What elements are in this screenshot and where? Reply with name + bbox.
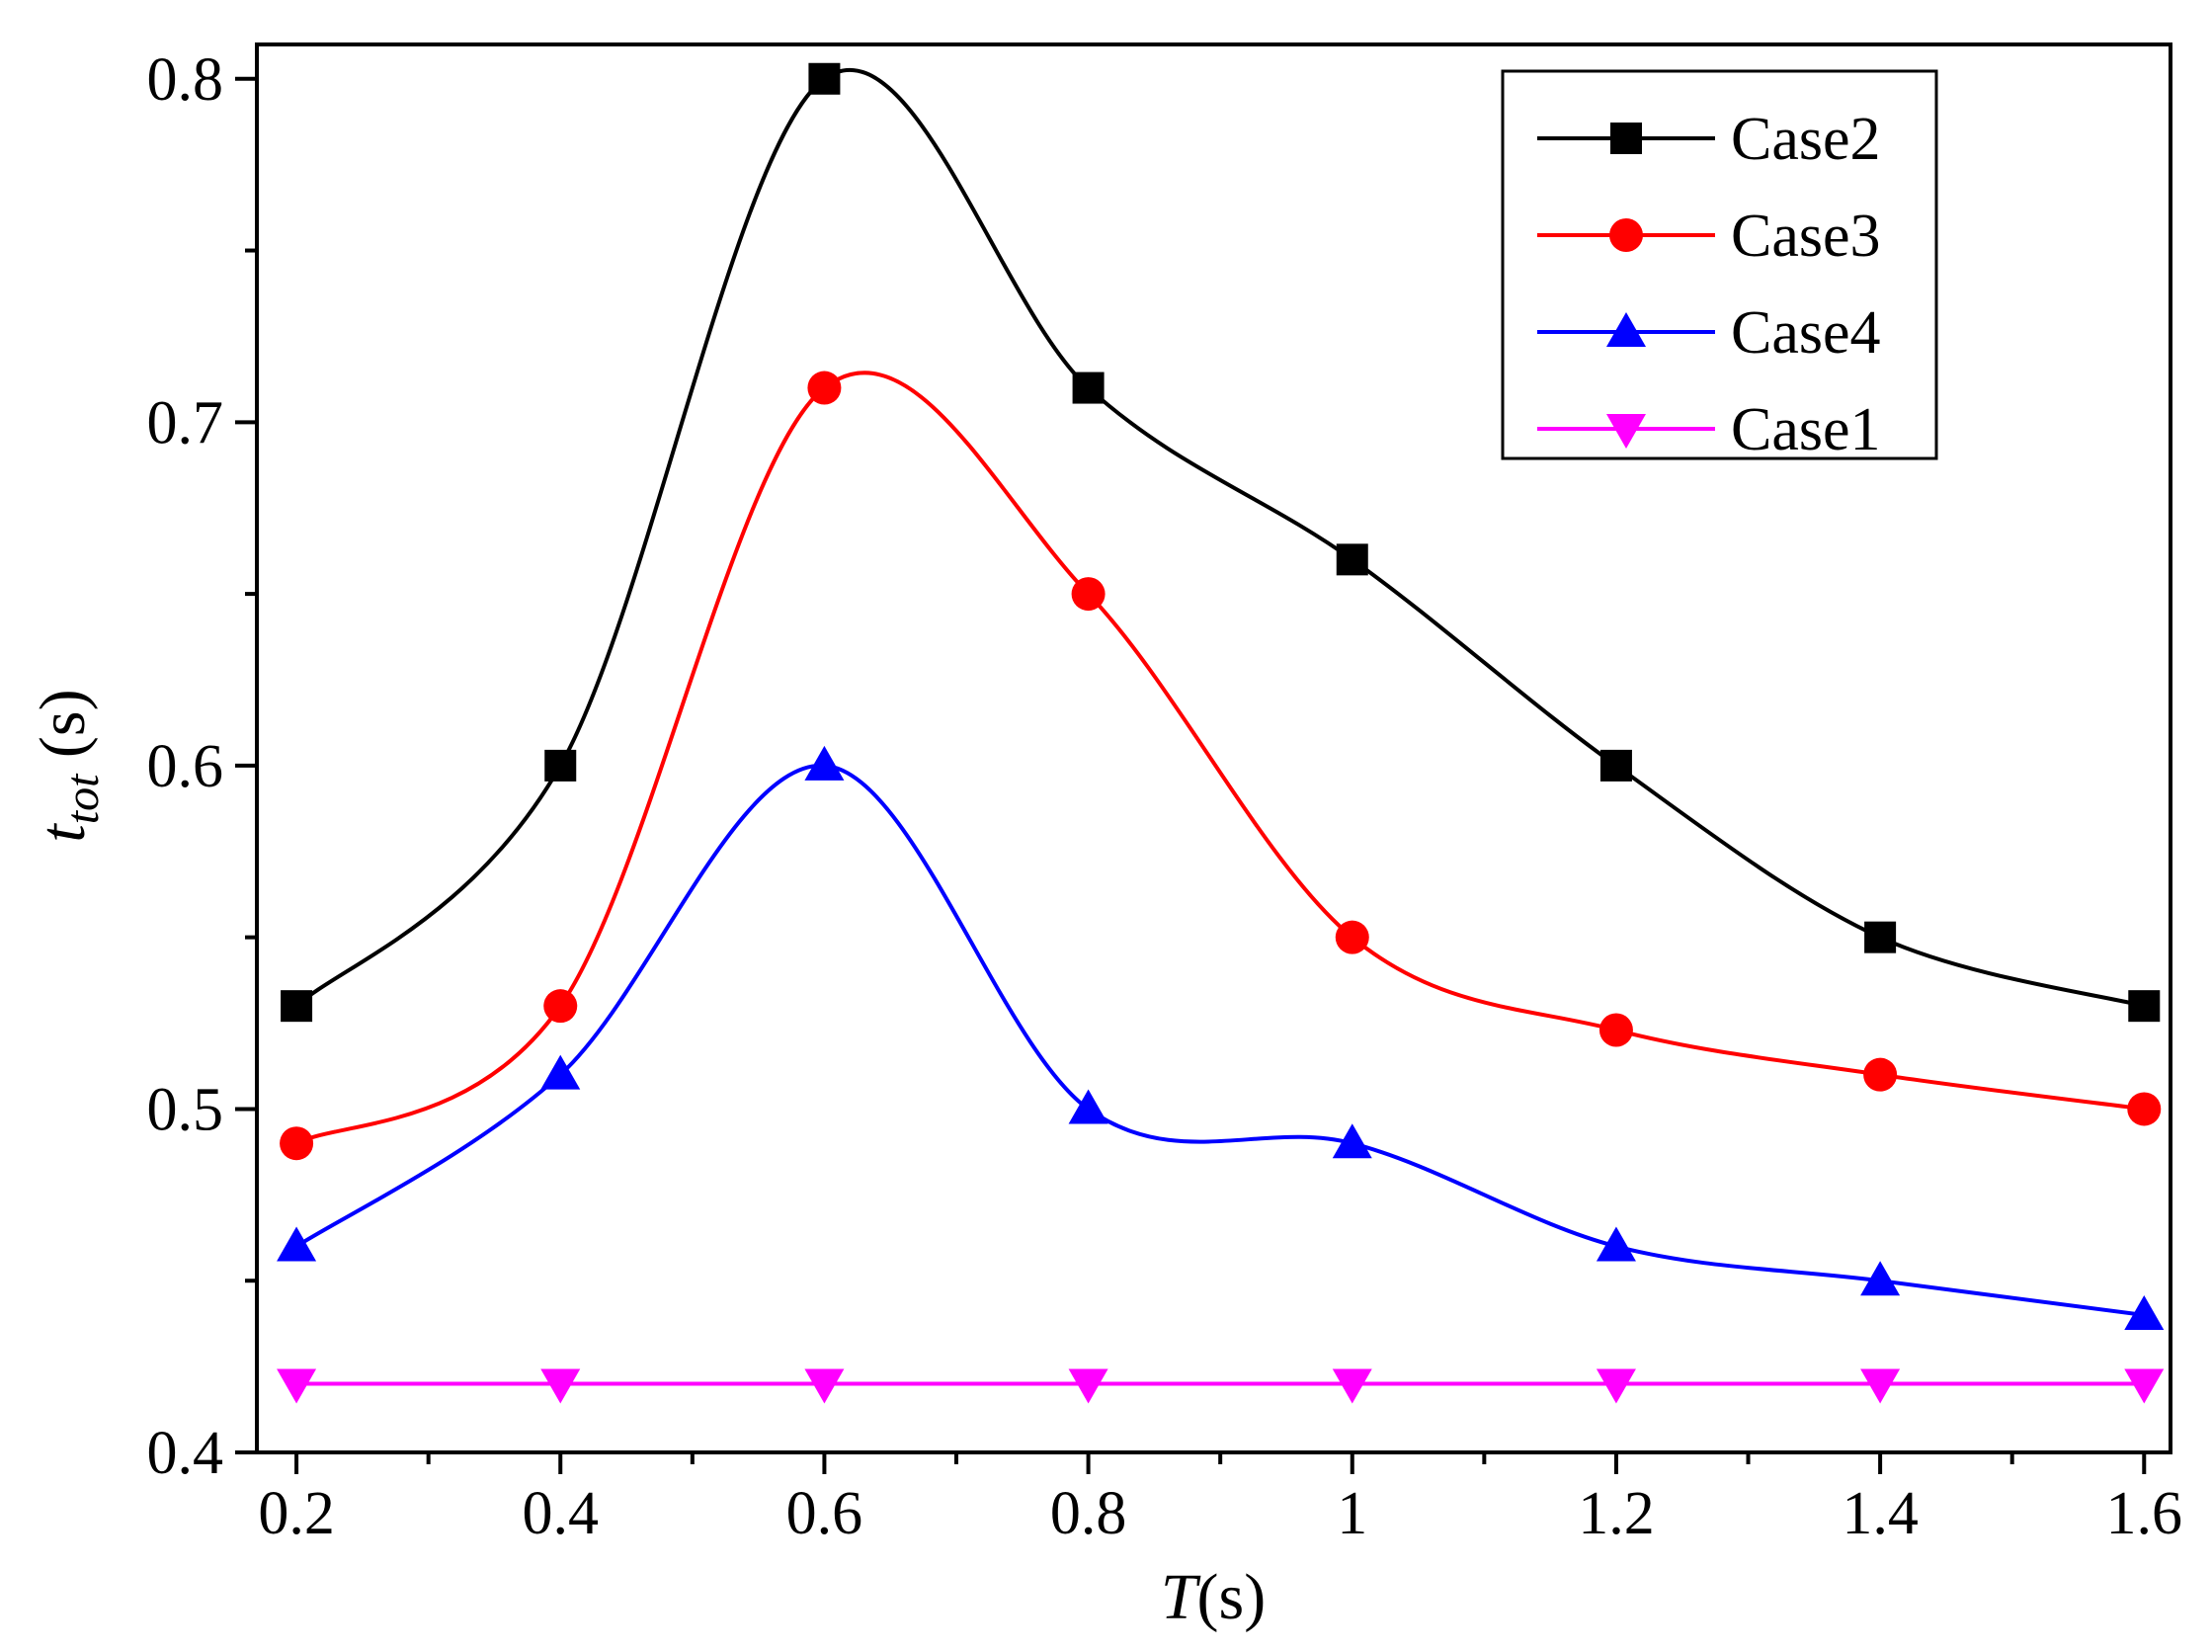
series-case3	[280, 371, 2162, 1161]
data-point-case4	[1860, 1261, 1901, 1296]
y-tick-label: 0.4	[147, 1420, 224, 1487]
data-point-case2	[281, 990, 313, 1023]
legend-label-case4: Case4	[1731, 299, 1881, 367]
legend-item-case1: Case1	[1537, 396, 1881, 463]
data-point-case3	[280, 1126, 314, 1161]
data-point-case3	[1598, 1013, 1633, 1047]
legend-marker-case1	[1606, 414, 1646, 449]
data-point-case1	[1332, 1368, 1372, 1404]
series-layer	[277, 62, 2165, 1404]
x-tick-label: 1.6	[2106, 1480, 2183, 1547]
x-tick-label: 1.2	[1578, 1480, 1655, 1547]
legend-label-case3: Case3	[1731, 203, 1881, 270]
x-axis-title-italic: T	[1161, 1561, 1201, 1633]
data-point-case3	[543, 989, 578, 1024]
data-point-case3	[807, 371, 842, 405]
data-point-case1	[1860, 1368, 1901, 1404]
data-point-case2	[2128, 990, 2161, 1023]
x-tick-label: 1.4	[1842, 1480, 1919, 1547]
y-tick-label: 0.7	[147, 389, 224, 456]
y-axis-title-unit: (s)	[27, 689, 99, 774]
series-line-case3	[295, 371, 2145, 1145]
legend-marker-case2	[1610, 123, 1642, 154]
legend-item-case4: Case4	[1537, 299, 1881, 367]
data-point-case4	[277, 1226, 317, 1262]
legend-label-case1: Case1	[1731, 396, 1881, 463]
y-tick-label: 0.8	[147, 46, 224, 114]
x-axis-title-unit: (s)	[1197, 1561, 1267, 1633]
x-tick-label: 0.6	[786, 1480, 863, 1547]
data-point-case1	[2124, 1368, 2165, 1404]
y-tick-label: 0.5	[147, 1076, 224, 1143]
data-point-case2	[1599, 749, 1632, 782]
data-point-case4	[2124, 1294, 2165, 1330]
data-point-case2	[808, 62, 841, 95]
x-axis-title: T(s)	[1161, 1561, 1266, 1633]
legend-marker-case4	[1606, 312, 1646, 347]
y-axis-title-base: t	[27, 823, 99, 843]
legend-item-case3: Case3	[1537, 203, 1881, 270]
y-axis-title-sub: tot	[56, 773, 109, 824]
data-point-case1	[1068, 1368, 1108, 1404]
data-point-case4	[1332, 1123, 1372, 1159]
data-point-case2	[1864, 921, 1897, 953]
data-point-case3	[1071, 577, 1106, 612]
legend-label-case2: Case2	[1731, 106, 1881, 173]
series-case1	[277, 1368, 2165, 1404]
data-point-case3	[1863, 1057, 1898, 1092]
series-case4	[277, 745, 2165, 1330]
data-point-case2	[1336, 543, 1368, 576]
y-axis-title: ttot (s)	[27, 689, 109, 842]
y-tick-label: 0.6	[147, 733, 224, 800]
y-axis-ticks: 0.4 0.5 0.6 0.7 0.8	[147, 46, 257, 1487]
legend-box	[1501, 69, 1938, 460]
data-point-case4	[804, 745, 845, 781]
legend-item-case2: Case2	[1537, 106, 1881, 173]
x-tick-label: 0.4	[522, 1480, 599, 1547]
data-point-case4	[540, 1054, 581, 1090]
legend-items: Case2 Case3 Case4 Case1	[1537, 106, 1881, 463]
data-point-case3	[2127, 1092, 2162, 1126]
x-tick-label: 1	[1337, 1480, 1367, 1547]
data-point-case1	[804, 1368, 845, 1404]
data-point-case1	[1596, 1368, 1636, 1404]
x-axis-ticks: 0.2 0.4 0.6 0.8 1 1.2 1.4 1.6	[258, 1452, 2182, 1547]
data-point-case4	[1596, 1226, 1636, 1262]
series-case2	[281, 62, 2161, 1023]
legend-marker-case3	[1609, 218, 1643, 252]
data-point-case2	[1072, 372, 1105, 404]
x-tick-label: 0.8	[1050, 1480, 1127, 1547]
series-line-case4	[294, 763, 2145, 1317]
data-point-case2	[544, 749, 577, 782]
data-point-case1	[540, 1368, 581, 1404]
legend: Case2 Case3 Case4 Case1	[1501, 69, 1938, 463]
data-point-case3	[1335, 920, 1369, 954]
data-point-case4	[1068, 1089, 1108, 1124]
x-tick-label: 0.2	[258, 1480, 335, 1547]
data-point-case1	[277, 1368, 317, 1404]
